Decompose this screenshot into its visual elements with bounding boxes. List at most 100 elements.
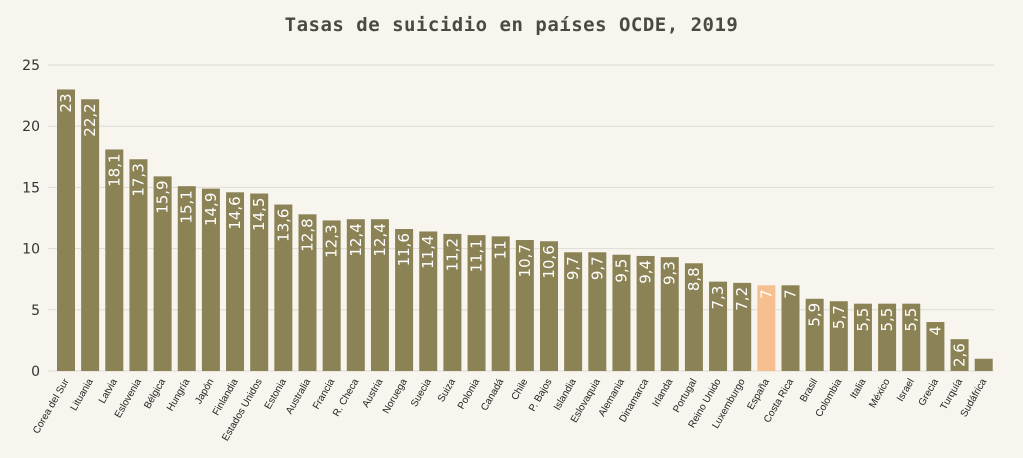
bar (950, 339, 969, 371)
bar (902, 303, 921, 371)
bar-value-label: 15,9 (154, 180, 172, 213)
bar (443, 233, 462, 371)
bar-value-label: 12,4 (347, 223, 365, 256)
bar (781, 285, 800, 371)
x-category-label: Suiza (436, 377, 458, 405)
chart-title: Tasas de suicidio en países OCDE, 2019 (284, 14, 739, 36)
bar (564, 252, 583, 371)
x-category-label: Brasil (798, 377, 820, 404)
bar-value-label: 2,6 (951, 343, 969, 367)
bar (346, 219, 365, 371)
x-category-label: Irlanda (651, 377, 676, 409)
bar (853, 303, 872, 371)
x-category-label: Chile (510, 377, 531, 403)
bar-value-label: 8,8 (685, 267, 703, 291)
x-category-label: España (745, 377, 772, 412)
y-tick-label: 15 (22, 180, 40, 196)
x-category-label: Austria (360, 377, 385, 410)
bar-value-label: 5,9 (806, 303, 824, 327)
x-category-label: P. Bajos (527, 377, 555, 414)
bar (612, 254, 631, 371)
bar-value-label: 14,6 (226, 196, 244, 229)
bar-value-label: 14,9 (202, 193, 220, 226)
bar-value-label: 9,4 (637, 260, 655, 284)
x-category-label: Francia (311, 377, 337, 412)
x-category-label: Hungría (165, 377, 193, 414)
bar-value-label: 12,4 (371, 223, 389, 256)
x-category-label: Lituania (69, 377, 96, 413)
bar (588, 252, 607, 371)
bar (395, 229, 414, 371)
bar-value-label: 9,7 (564, 256, 582, 280)
bar-value-label: 12,8 (299, 218, 317, 251)
bar (105, 149, 124, 371)
bar (81, 99, 100, 371)
bar (226, 192, 245, 371)
bar-value-label: 7 (782, 289, 800, 299)
bar-value-label: 11,6 (395, 233, 413, 266)
bar-value-label: 17,3 (129, 163, 147, 196)
y-tick-label: 0 (31, 364, 40, 380)
bar (829, 301, 848, 371)
x-category-label: Israel (895, 377, 917, 404)
bar (515, 240, 534, 371)
bar-value-label: 7,2 (733, 287, 751, 311)
bar-value-label: 11,4 (419, 235, 437, 268)
bar (709, 281, 728, 371)
bar-value-label: 5,5 (854, 308, 872, 332)
bar-value-label: 5,5 (902, 308, 920, 332)
bar-value-label: 5,7 (830, 305, 848, 329)
bar-value-label: 9,7 (588, 256, 606, 280)
bar (419, 231, 438, 371)
bar (660, 257, 679, 371)
bar-value-label: 12,3 (323, 224, 341, 257)
x-category-label: Estonia (263, 377, 289, 412)
bar-value-label: 10,6 (540, 245, 558, 278)
y-tick-label: 5 (31, 303, 40, 319)
bar (805, 298, 824, 371)
bar (298, 214, 317, 371)
bar (684, 263, 703, 371)
bar (177, 186, 196, 371)
bar (974, 358, 993, 371)
bar-value-label: 18,1 (105, 153, 123, 186)
bar (733, 282, 752, 371)
bar (467, 235, 486, 371)
bar (201, 188, 220, 371)
bar (322, 220, 341, 371)
bar-value-label: 11,2 (443, 238, 461, 271)
x-category-label: México (867, 377, 893, 410)
x-category-label: Canadá (479, 377, 506, 413)
x-category-label: Bélgica (142, 377, 168, 411)
y-tick-label: 25 (22, 58, 40, 74)
bar (129, 159, 148, 371)
bar-value-label: 9,5 (612, 259, 630, 283)
bar-value-label: 13,6 (274, 209, 292, 242)
x-category-label: Suecia (409, 377, 434, 409)
x-category-label: Japón (193, 377, 216, 406)
bar-value-label: 10,7 (516, 244, 534, 277)
y-tick-label: 20 (22, 119, 40, 135)
bar (757, 285, 776, 371)
bar (250, 193, 269, 371)
bar (878, 303, 897, 371)
bar-value-label: 22,2 (81, 103, 99, 136)
bar (926, 322, 945, 371)
bar (540, 241, 558, 371)
bar-value-label: 5,5 (878, 308, 896, 332)
bar-value-label: 14,5 (250, 198, 268, 231)
bar-value-label: 11,1 (468, 239, 486, 272)
bar (57, 89, 75, 371)
bar-value-label: 7,3 (709, 286, 727, 310)
bar-value-label: 15,1 (178, 190, 196, 223)
bar-value-label: 23 (57, 93, 75, 112)
x-category-label: Grecia (917, 377, 941, 408)
y-tick-label: 10 (22, 242, 40, 258)
x-category-label: Turquía (939, 377, 966, 412)
bar-value-label: 11 (492, 240, 510, 259)
bar (491, 236, 510, 371)
bar (153, 176, 172, 371)
bar (274, 204, 293, 371)
